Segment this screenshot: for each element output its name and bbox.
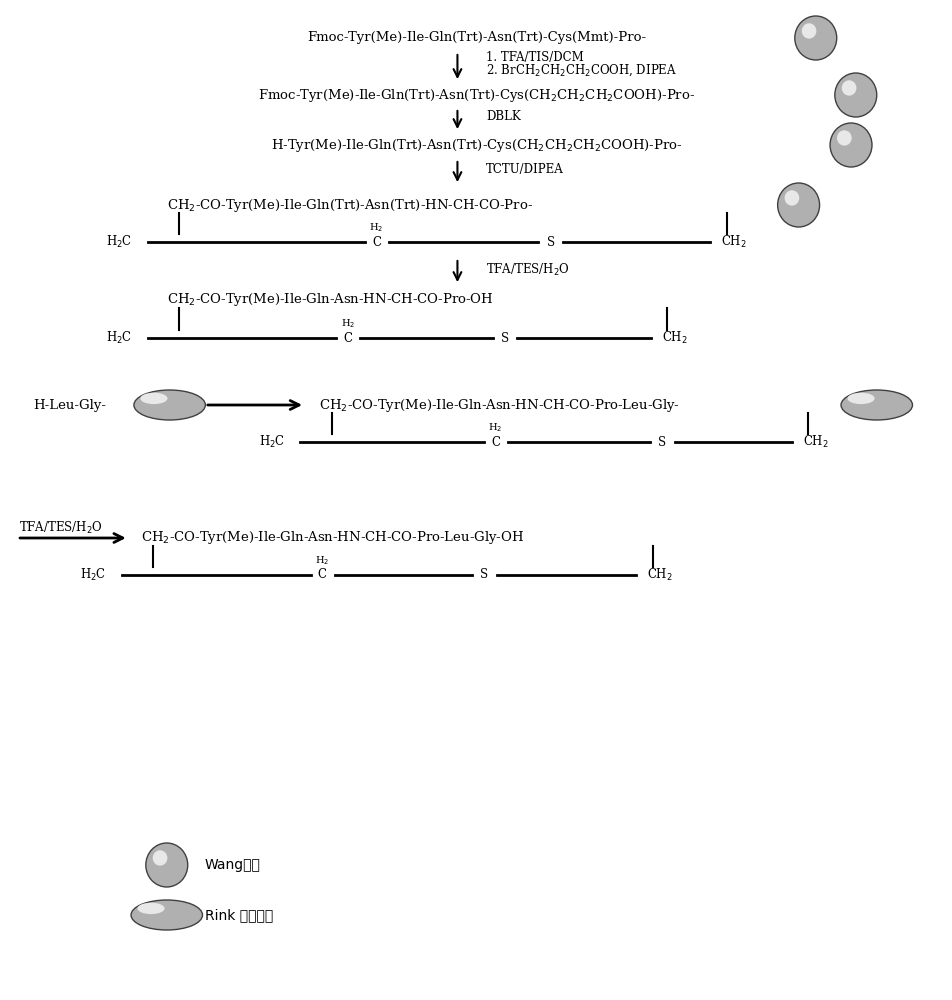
Text: H$_2$: H$_2$	[315, 555, 328, 567]
Text: H$_2$C: H$_2$C	[106, 330, 132, 346]
Ellipse shape	[846, 393, 874, 404]
Ellipse shape	[133, 390, 205, 420]
Circle shape	[794, 16, 836, 60]
Text: Fmoc-Tyr(Me)-Ile-Gln(Trt)-Asn(Trt)-Cys(Mmt)-Pro-: Fmoc-Tyr(Me)-Ile-Gln(Trt)-Asn(Trt)-Cys(M…	[307, 31, 645, 44]
Text: Fmoc-Tyr(Me)-Ile-Gln(Trt)-Asn(Trt)-Cys(CH$_2$CH$_2$CH$_2$COOH)-Pro-: Fmoc-Tyr(Me)-Ile-Gln(Trt)-Asn(Trt)-Cys(C…	[258, 87, 694, 104]
Text: C: C	[343, 332, 352, 344]
Text: CH$_2$-CO-Tyr(Me)-Ile-Gln(Trt)-Asn(Trt)-HN-CH-CO-Pro-: CH$_2$-CO-Tyr(Me)-Ile-Gln(Trt)-Asn(Trt)-…	[167, 196, 532, 214]
Text: CH$_2$: CH$_2$	[802, 434, 828, 450]
Circle shape	[841, 80, 856, 96]
Text: TFA/TES/H$_2$O: TFA/TES/H$_2$O	[486, 262, 569, 278]
Text: C: C	[317, 568, 327, 582]
Text: H$_2$C: H$_2$C	[106, 234, 132, 250]
Text: H$_2$: H$_2$	[488, 422, 502, 434]
Text: S: S	[480, 568, 487, 582]
Text: H$_2$C: H$_2$C	[258, 434, 285, 450]
Ellipse shape	[137, 903, 165, 914]
Text: S: S	[546, 235, 554, 248]
Ellipse shape	[140, 393, 168, 404]
Circle shape	[834, 73, 876, 117]
Circle shape	[152, 850, 168, 866]
Text: TCTU/DIPEA: TCTU/DIPEA	[486, 163, 564, 176]
Text: DBLK: DBLK	[486, 110, 520, 123]
Text: TFA/TES/H$_2$O: TFA/TES/H$_2$O	[19, 520, 103, 536]
Circle shape	[777, 183, 819, 227]
Text: S: S	[501, 332, 508, 344]
Text: Wang树脂: Wang树脂	[205, 858, 261, 872]
Text: CH$_2$: CH$_2$	[645, 567, 672, 583]
Text: C: C	[490, 436, 500, 448]
Text: H$_2$C: H$_2$C	[80, 567, 107, 583]
Text: 2. BrCH$_2$CH$_2$CH$_2$COOH, DIPEA: 2. BrCH$_2$CH$_2$CH$_2$COOH, DIPEA	[486, 62, 677, 78]
Text: CH$_2$-CO-Tyr(Me)-Ile-Gln-Asn-HN-CH-CO-Pro-OH: CH$_2$-CO-Tyr(Me)-Ile-Gln-Asn-HN-CH-CO-P…	[167, 292, 493, 308]
Text: 1. TFA/TIS/DCM: 1. TFA/TIS/DCM	[486, 51, 584, 64]
Text: H$_2$: H$_2$	[341, 318, 354, 330]
Circle shape	[801, 23, 816, 39]
Ellipse shape	[840, 390, 912, 420]
Text: C: C	[371, 235, 381, 248]
Text: H-Leu-Gly-: H-Leu-Gly-	[33, 398, 107, 412]
Text: H-Tyr(Me)-Ile-Gln(Trt)-Asn(Trt)-Cys(CH$_2$CH$_2$CH$_2$COOH)-Pro-: H-Tyr(Me)-Ile-Gln(Trt)-Asn(Trt)-Cys(CH$_…	[270, 136, 682, 153]
Text: H$_2$: H$_2$	[369, 222, 383, 234]
Circle shape	[836, 130, 851, 146]
Text: CH$_2$: CH$_2$	[661, 330, 687, 346]
Text: CH$_2$: CH$_2$	[720, 234, 746, 250]
Ellipse shape	[130, 900, 202, 930]
Text: S: S	[658, 436, 665, 448]
Text: CH$_2$-CO-Tyr(Me)-Ile-Gln-Asn-HN-CH-CO-Pro-Leu-Gly-: CH$_2$-CO-Tyr(Me)-Ile-Gln-Asn-HN-CH-CO-P…	[319, 396, 680, 414]
Text: CH$_2$-CO-Tyr(Me)-Ile-Gln-Asn-HN-CH-CO-Pro-Leu-Gly-OH: CH$_2$-CO-Tyr(Me)-Ile-Gln-Asn-HN-CH-CO-P…	[141, 530, 524, 546]
Circle shape	[146, 843, 188, 887]
Circle shape	[829, 123, 871, 167]
Circle shape	[783, 190, 799, 206]
Text: Rink 氨基树脂: Rink 氨基树脂	[205, 908, 273, 922]
